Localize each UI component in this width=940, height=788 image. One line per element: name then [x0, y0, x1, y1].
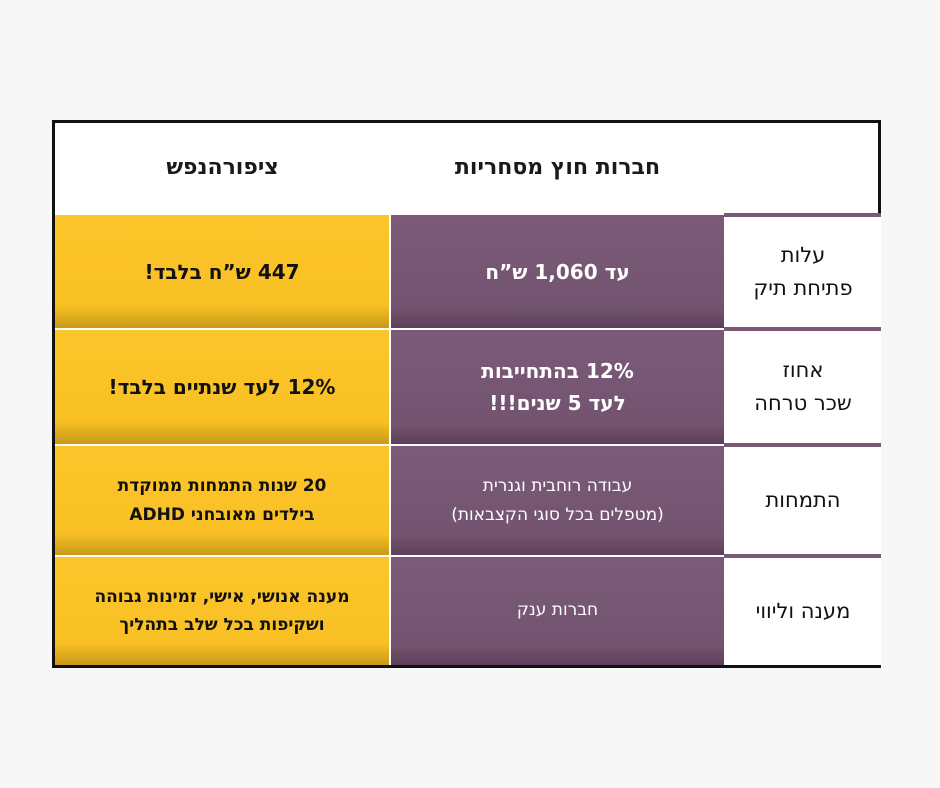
- row-label-specialization: התמחות: [725, 447, 881, 554]
- ziporenefesh-fee-cell: 12% לעד שנתיים בלבד!: [55, 330, 389, 444]
- row-label-fee: אחוז שכר טרחה: [725, 331, 881, 443]
- external-specialization-cell: עבודה רוחבית וגנרית (מטפלים בכל סוגי הקצ…: [391, 446, 724, 555]
- row-separator: [724, 554, 881, 558]
- external-cost-text: עד 1,060 ש”ח: [485, 259, 630, 284]
- row-label-cost: עלות פתיחת תיק: [725, 217, 881, 327]
- external-fee-line2: לעד 5 שנים!!!: [489, 391, 626, 415]
- ziporenefesh-support-line2: ושקיפות בכל שלב בתהליך: [119, 615, 325, 635]
- header-ziporenefesh: ציפורהנפש: [166, 154, 279, 180]
- ziporenefesh-support-line1: מענה אנושי, אישי, זמינות גבוהה: [94, 586, 350, 607]
- external-fee-line1: 12% בהתחייבות: [481, 359, 634, 383]
- row-label-support: מענה וליווי: [725, 558, 881, 665]
- external-specialization-line2: (מטפלים בכל סוגי הקצבאות): [451, 504, 664, 525]
- comparison-table: ציפורהנפש חברות חוץ מסחריות 447 ש”ח בלבד…: [52, 120, 881, 668]
- row-label-support-text: מענה וליווי: [755, 599, 851, 624]
- ziporenefesh-support-cell: מענה אנושי, אישי, זמינות גבוהה ושקיפות ב…: [55, 557, 389, 665]
- ziporenefesh-specialization-line2: בילדים מאובחני ADHD: [129, 504, 315, 525]
- row-separator: [724, 443, 881, 447]
- external-specialization-line1: עבודה רוחבית וגנרית: [482, 476, 633, 497]
- ziporenefesh-specialization-line1: 20 שנות התמחות ממוקדת: [117, 476, 327, 497]
- external-support-text: חברות ענק: [516, 600, 599, 621]
- ziporenefesh-cost-cell: 447 ש”ח בלבד!: [55, 215, 389, 328]
- row-separator: [724, 327, 881, 331]
- row-label-fee-line1: אחוז: [782, 358, 824, 383]
- row-label-specialization-text: התמחות: [765, 488, 841, 513]
- ziporenefesh-cost-text: 447 ש”ח בלבד!: [144, 259, 300, 284]
- row-label-cost-line2: פתיחת תיק: [753, 276, 853, 300]
- external-cost-cell: עד 1,060 ש”ח: [391, 215, 724, 328]
- row-label-cost-line1: עלות: [780, 243, 826, 268]
- row-label-fee-line2: שכר טרחה: [754, 391, 852, 415]
- ziporenefesh-fee-text: 12% לעד שנתיים בלבד!: [108, 375, 336, 399]
- header-external-companies: חברות חוץ מסחריות: [454, 154, 661, 180]
- ziporenefesh-specialization-cell: 20 שנות התמחות ממוקדת בילדים מאובחני ADH…: [55, 446, 389, 555]
- row-separator: [724, 213, 881, 217]
- external-support-cell: חברות ענק: [391, 557, 724, 665]
- external-fee-cell: 12% בהתחייבות לעד 5 שנים!!!: [391, 330, 724, 444]
